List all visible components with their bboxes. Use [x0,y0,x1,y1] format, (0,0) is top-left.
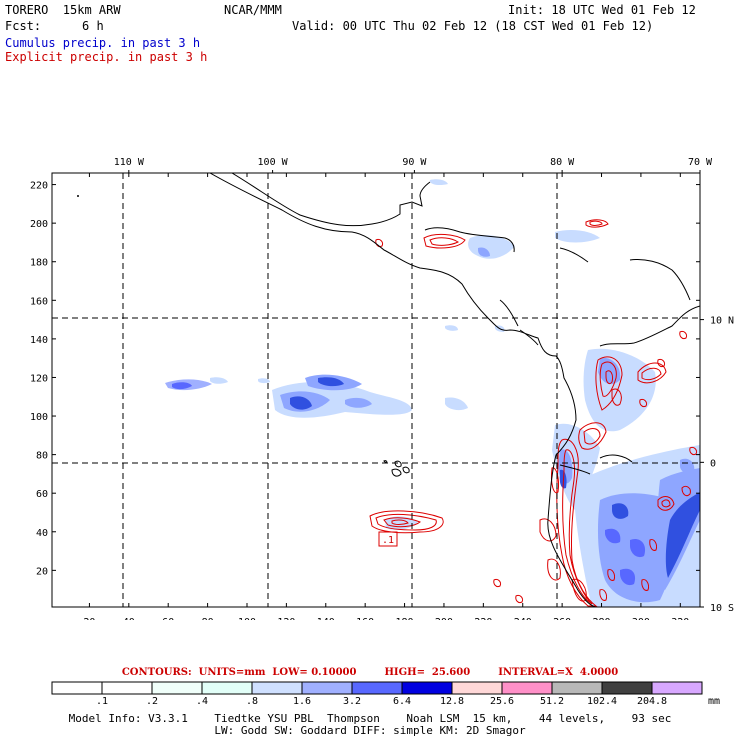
organization-label: NCAR/MMM [224,3,282,17]
x-tick-label: 300 [632,617,650,620]
explicit-precip-label: Explicit precip. in past 3 h [5,50,208,64]
contour-units-low: CONTOURS: UNITS=mm LOW= 0.10000 [121,667,357,678]
y-tick-label: 100 [30,412,48,423]
right-latitude-label: 0 [710,458,716,469]
x-tick-label: 80 [202,617,214,620]
x-tick-label: 60 [162,617,174,620]
x-tick-label: 120 [277,617,295,620]
y-tick-label: 200 [30,219,48,230]
model-info-line2: LW: Godd SW: Goddard DIFF: simple KM: 2D… [214,724,526,737]
colorbar-label: 12.8 [440,696,464,707]
colorbar-swatches [51,681,703,695]
island-dot [77,195,79,197]
colorbar-swatch [351,681,403,695]
axis-labels: 220 200 180 160 140 120 100 80 60 40 20 20 40 60 80 100… [30,157,734,620]
right-latitude-label: 10 N [710,316,734,327]
x-tick-label: 200 [435,617,453,620]
y-tick-label: 60 [36,489,48,500]
contour-label-box: .1 [382,535,394,546]
x-tick-label: 160 [356,617,374,620]
y-tick-label: 120 [30,373,48,384]
x-tick-label: 240 [514,617,532,620]
contour-interval: INTERVAL=X 4.0000 [498,667,619,678]
colorbar-label: 25.6 [490,696,514,707]
x-tick-label: 260 [553,617,571,620]
y-tick-label: 140 [30,335,48,346]
colorbar-label: 3.2 [343,696,361,707]
colorbar-label: .8 [246,696,258,707]
colorbar-label: 1.6 [293,696,311,707]
colorbar-label: .1 [96,696,108,707]
x-tick-label: 180 [396,617,414,620]
colorbar-label: .4 [196,696,208,707]
y-tick-label: 160 [30,296,48,307]
colorbar-unit: mm [708,696,720,707]
coastlines [209,173,700,607]
top-longitude-label: 100 W [258,157,289,168]
colorbar-swatch [451,681,503,695]
top-longitude-label: 90 W [402,157,427,168]
axis-ticks [52,170,704,608]
map-frame [51,172,701,608]
colorbar-swatch [651,681,703,695]
colorbar-swatch [501,681,553,695]
contour-high: HIGH= 25.600 [384,667,471,678]
forecast-label: Fcst: [5,19,42,33]
x-tick-label: 40 [123,617,135,620]
model-info-line1: Model Info: V3.3.1 Tiedtke YSU PBL Thomp… [68,712,672,725]
x-tick-label: 220 [474,617,492,620]
x-tick-label: 100 [238,617,256,620]
right-latitude-label: 10 S [710,603,734,614]
x-tick-label: 140 [317,617,335,620]
contour-info: CONTOURS: UNITS=mm LOW= 0.10000 HIGH= 25.… [0,667,740,678]
lat-lon-grid [52,173,700,607]
colorbar-swatch [151,681,203,695]
precip-colorbar: .1.2.4.8 1.6 3.2 6.4 12.8 25.6 51.2 102.4 204.8 … [51,681,720,707]
colorbar-label: 102.4 [587,696,617,707]
model-title: TORERO 15km ARW [5,3,121,17]
cumulus-precip-label: Cumulus precip. in past 3 h [5,36,201,50]
y-tick-label: 80 [36,451,48,462]
valid-time: Valid: 00 UTC Thu 02 Feb 12 (18 CST Wed … [292,19,654,33]
colorbar-swatch [551,681,603,695]
top-longitude-label: 110 W [114,157,145,168]
colorbar-swatch [251,681,303,695]
x-tick-label: 20 [83,617,95,620]
colorbar-swatch [201,681,253,695]
top-longitude-label: 80 W [550,157,575,168]
colorbar-swatch [601,681,653,695]
colorbar-swatch [51,681,103,695]
colorbar-label: 204.8 [637,696,667,707]
top-longitude-label: 70 W [688,157,713,168]
init-time: Init: 18 UTC Wed 01 Feb 12 [508,3,696,17]
colorbar-swatch [301,681,353,695]
precip-fields [52,173,700,607]
colorbar-swatch [401,681,453,695]
x-tick-label: 280 [592,617,610,620]
colorbar-label: 6.4 [393,696,411,707]
forecast-hour: 6 h [82,19,104,33]
precipitation-map: 220 200 180 160 140 120 100 80 60 40 20 20 40 60 80 100… [30,157,734,620]
y-tick-label: 220 [30,181,48,192]
y-tick-label: 40 [36,528,48,539]
colorbar-label: .2 [146,696,158,707]
y-tick-label: 20 [36,566,48,577]
y-tick-label: 180 [30,258,48,269]
colorbar-labels: .1 .2 .4 .8 1.6 3.2 6.4 12.8 25.6 51.2 102.4 204.8 [96,696,667,707]
colorbar-swatch [101,681,153,695]
cumulus-precip-shading [165,179,700,607]
colorbar-label: 51.2 [540,696,564,707]
x-tick-label: 320 [671,617,689,620]
